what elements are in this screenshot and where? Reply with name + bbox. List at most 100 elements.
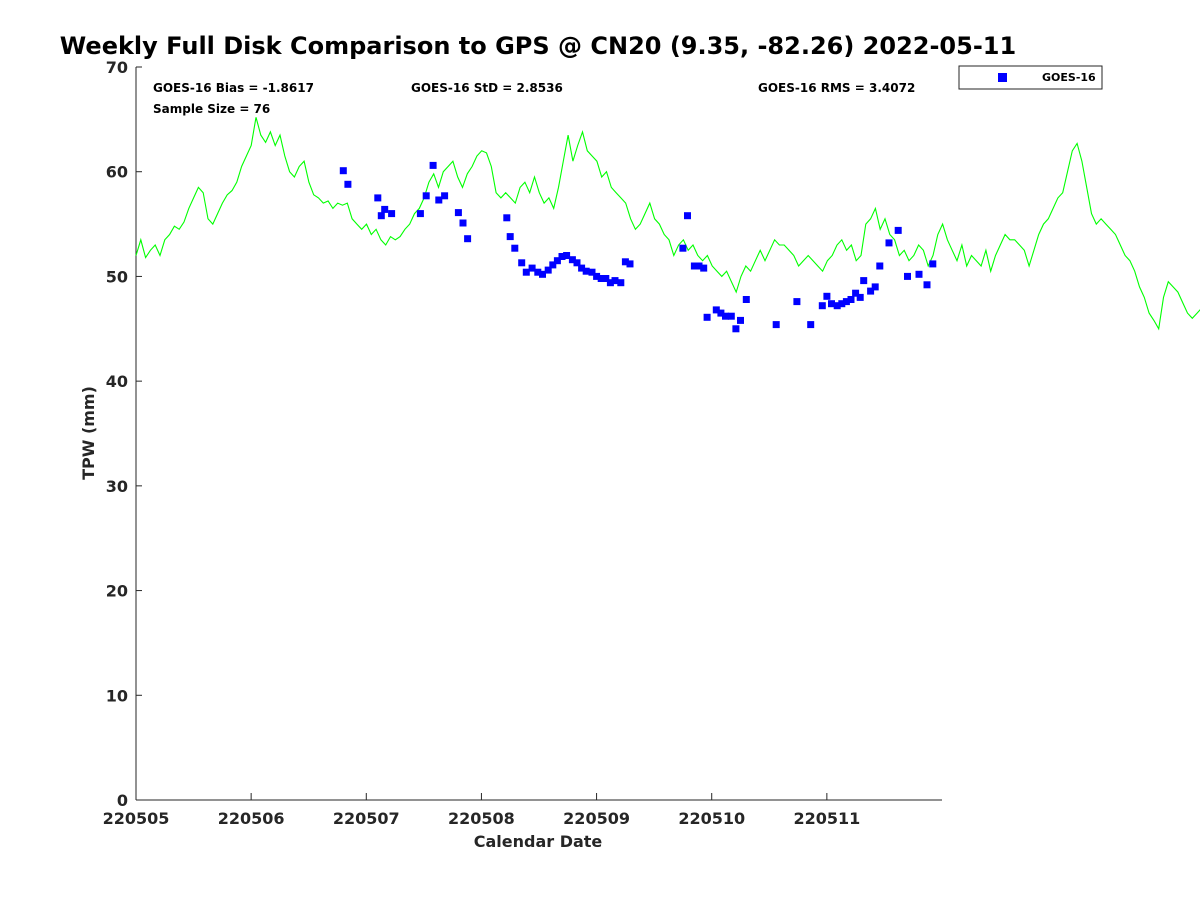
chart-title: Weekly Full Disk Comparison to GPS @ CN2… — [60, 32, 1016, 60]
goes-point — [818, 302, 826, 310]
goes-point — [871, 283, 879, 291]
goes-point — [553, 257, 561, 265]
goes-point — [539, 270, 546, 278]
goes-point — [422, 192, 430, 200]
goes-point — [344, 180, 352, 188]
y-tick-label: 10 — [106, 686, 128, 705]
goes-point — [435, 196, 443, 204]
goes-point — [847, 296, 855, 303]
x-tick-label: 220510 — [678, 809, 745, 828]
goes-point — [737, 316, 744, 324]
goes-point — [828, 300, 835, 308]
std-stat: GOES-16 StD = 2.8536 — [411, 81, 563, 95]
goes-point — [528, 264, 536, 272]
goes-point — [544, 266, 552, 274]
goes-point — [606, 279, 614, 287]
x-tick-label: 220509 — [563, 809, 630, 828]
goes-point — [842, 298, 850, 306]
goes-point — [742, 296, 750, 303]
y-tick-label: 20 — [106, 582, 128, 601]
goes-point — [700, 264, 708, 272]
goes-point — [454, 209, 462, 217]
goes-point — [506, 233, 514, 241]
legend-marker — [998, 73, 1007, 82]
goes-point — [860, 277, 868, 285]
goes-point — [339, 167, 347, 175]
y-ticks: 0 10 20 30 40 50 60 70 — [106, 58, 142, 810]
goes-point — [563, 252, 571, 259]
y-tick-label: 60 — [106, 163, 128, 182]
goes-point — [611, 277, 619, 285]
goes-point — [722, 312, 729, 320]
goes-point — [823, 292, 831, 300]
y-tick-label: 40 — [106, 372, 128, 391]
goes-point — [923, 281, 931, 289]
goes-point — [511, 244, 519, 252]
sample-size-stat: Sample Size = 76 — [153, 102, 270, 116]
goes-point — [885, 239, 893, 247]
goes-point — [852, 289, 860, 297]
gps-series — [135, 117, 1200, 331]
x-tick-label: 220511 — [793, 809, 860, 828]
goes-point — [867, 287, 875, 295]
goes-series — [339, 161, 937, 333]
goes-point — [597, 275, 605, 282]
goes-point — [573, 259, 581, 267]
legend: GOES-16 — [958, 65, 1103, 90]
goes-point — [503, 214, 511, 222]
goes-point — [732, 325, 740, 333]
goes-point — [626, 260, 634, 268]
goes-point — [558, 253, 566, 260]
goes-point — [894, 226, 902, 234]
goes-point — [582, 267, 590, 275]
goes-point — [602, 275, 610, 282]
goes-point — [833, 302, 841, 310]
goes-point — [578, 264, 586, 272]
goes-point — [807, 321, 815, 329]
goes-point — [441, 192, 449, 200]
x-ticks: 220505 220506 220507 220508 220509 220510 2205… — [103, 793, 860, 828]
goes-point — [793, 298, 801, 306]
goes-point — [703, 313, 711, 321]
goes-point — [534, 268, 542, 276]
goes-point — [904, 272, 911, 280]
goes-point — [679, 244, 687, 252]
bias-stat: GOES-16 Bias = -1.8617 — [153, 81, 314, 95]
y-axis-label: TPW (mm) — [79, 386, 98, 480]
goes-point — [568, 256, 576, 264]
y-tick-label: 50 — [106, 267, 128, 286]
goes-point — [617, 279, 625, 287]
legend-box — [958, 65, 1103, 90]
goes-point — [429, 161, 437, 169]
goes-point — [459, 219, 467, 227]
goes-point — [929, 260, 937, 268]
rms-stat: GOES-16 RMS = 3.4072 — [758, 81, 915, 95]
y-tick-label: 0 — [117, 791, 128, 810]
goes-point — [549, 261, 557, 269]
y-tick-label: 30 — [106, 477, 128, 496]
goes-point — [695, 262, 703, 270]
goes-point — [772, 321, 780, 329]
gps-line — [135, 117, 1200, 331]
goes-point — [374, 194, 382, 202]
x-tick-label: 220506 — [218, 809, 285, 828]
x-tick-label: 220505 — [103, 809, 170, 828]
goes-point — [690, 262, 698, 270]
goes-point — [416, 210, 424, 218]
x-tick-label: 220508 — [448, 809, 515, 828]
goes-point — [381, 205, 389, 213]
goes-point — [593, 272, 601, 280]
goes-point — [856, 293, 864, 301]
goes-point — [915, 270, 923, 278]
plot-area: 0 10 20 30 40 50 60 70 220505 220506 220507 220508… — [103, 58, 1200, 828]
x-tick-label: 220507 — [333, 809, 400, 828]
goes-point — [377, 212, 385, 220]
x-axis-label: Calendar Date — [474, 832, 603, 851]
goes-point — [588, 268, 596, 276]
goes-point — [518, 259, 526, 267]
goes-point — [464, 235, 472, 243]
goes-point — [727, 312, 735, 320]
legend-label: GOES-16 — [1042, 71, 1096, 84]
goes-point — [621, 258, 629, 266]
goes-point — [388, 210, 396, 218]
